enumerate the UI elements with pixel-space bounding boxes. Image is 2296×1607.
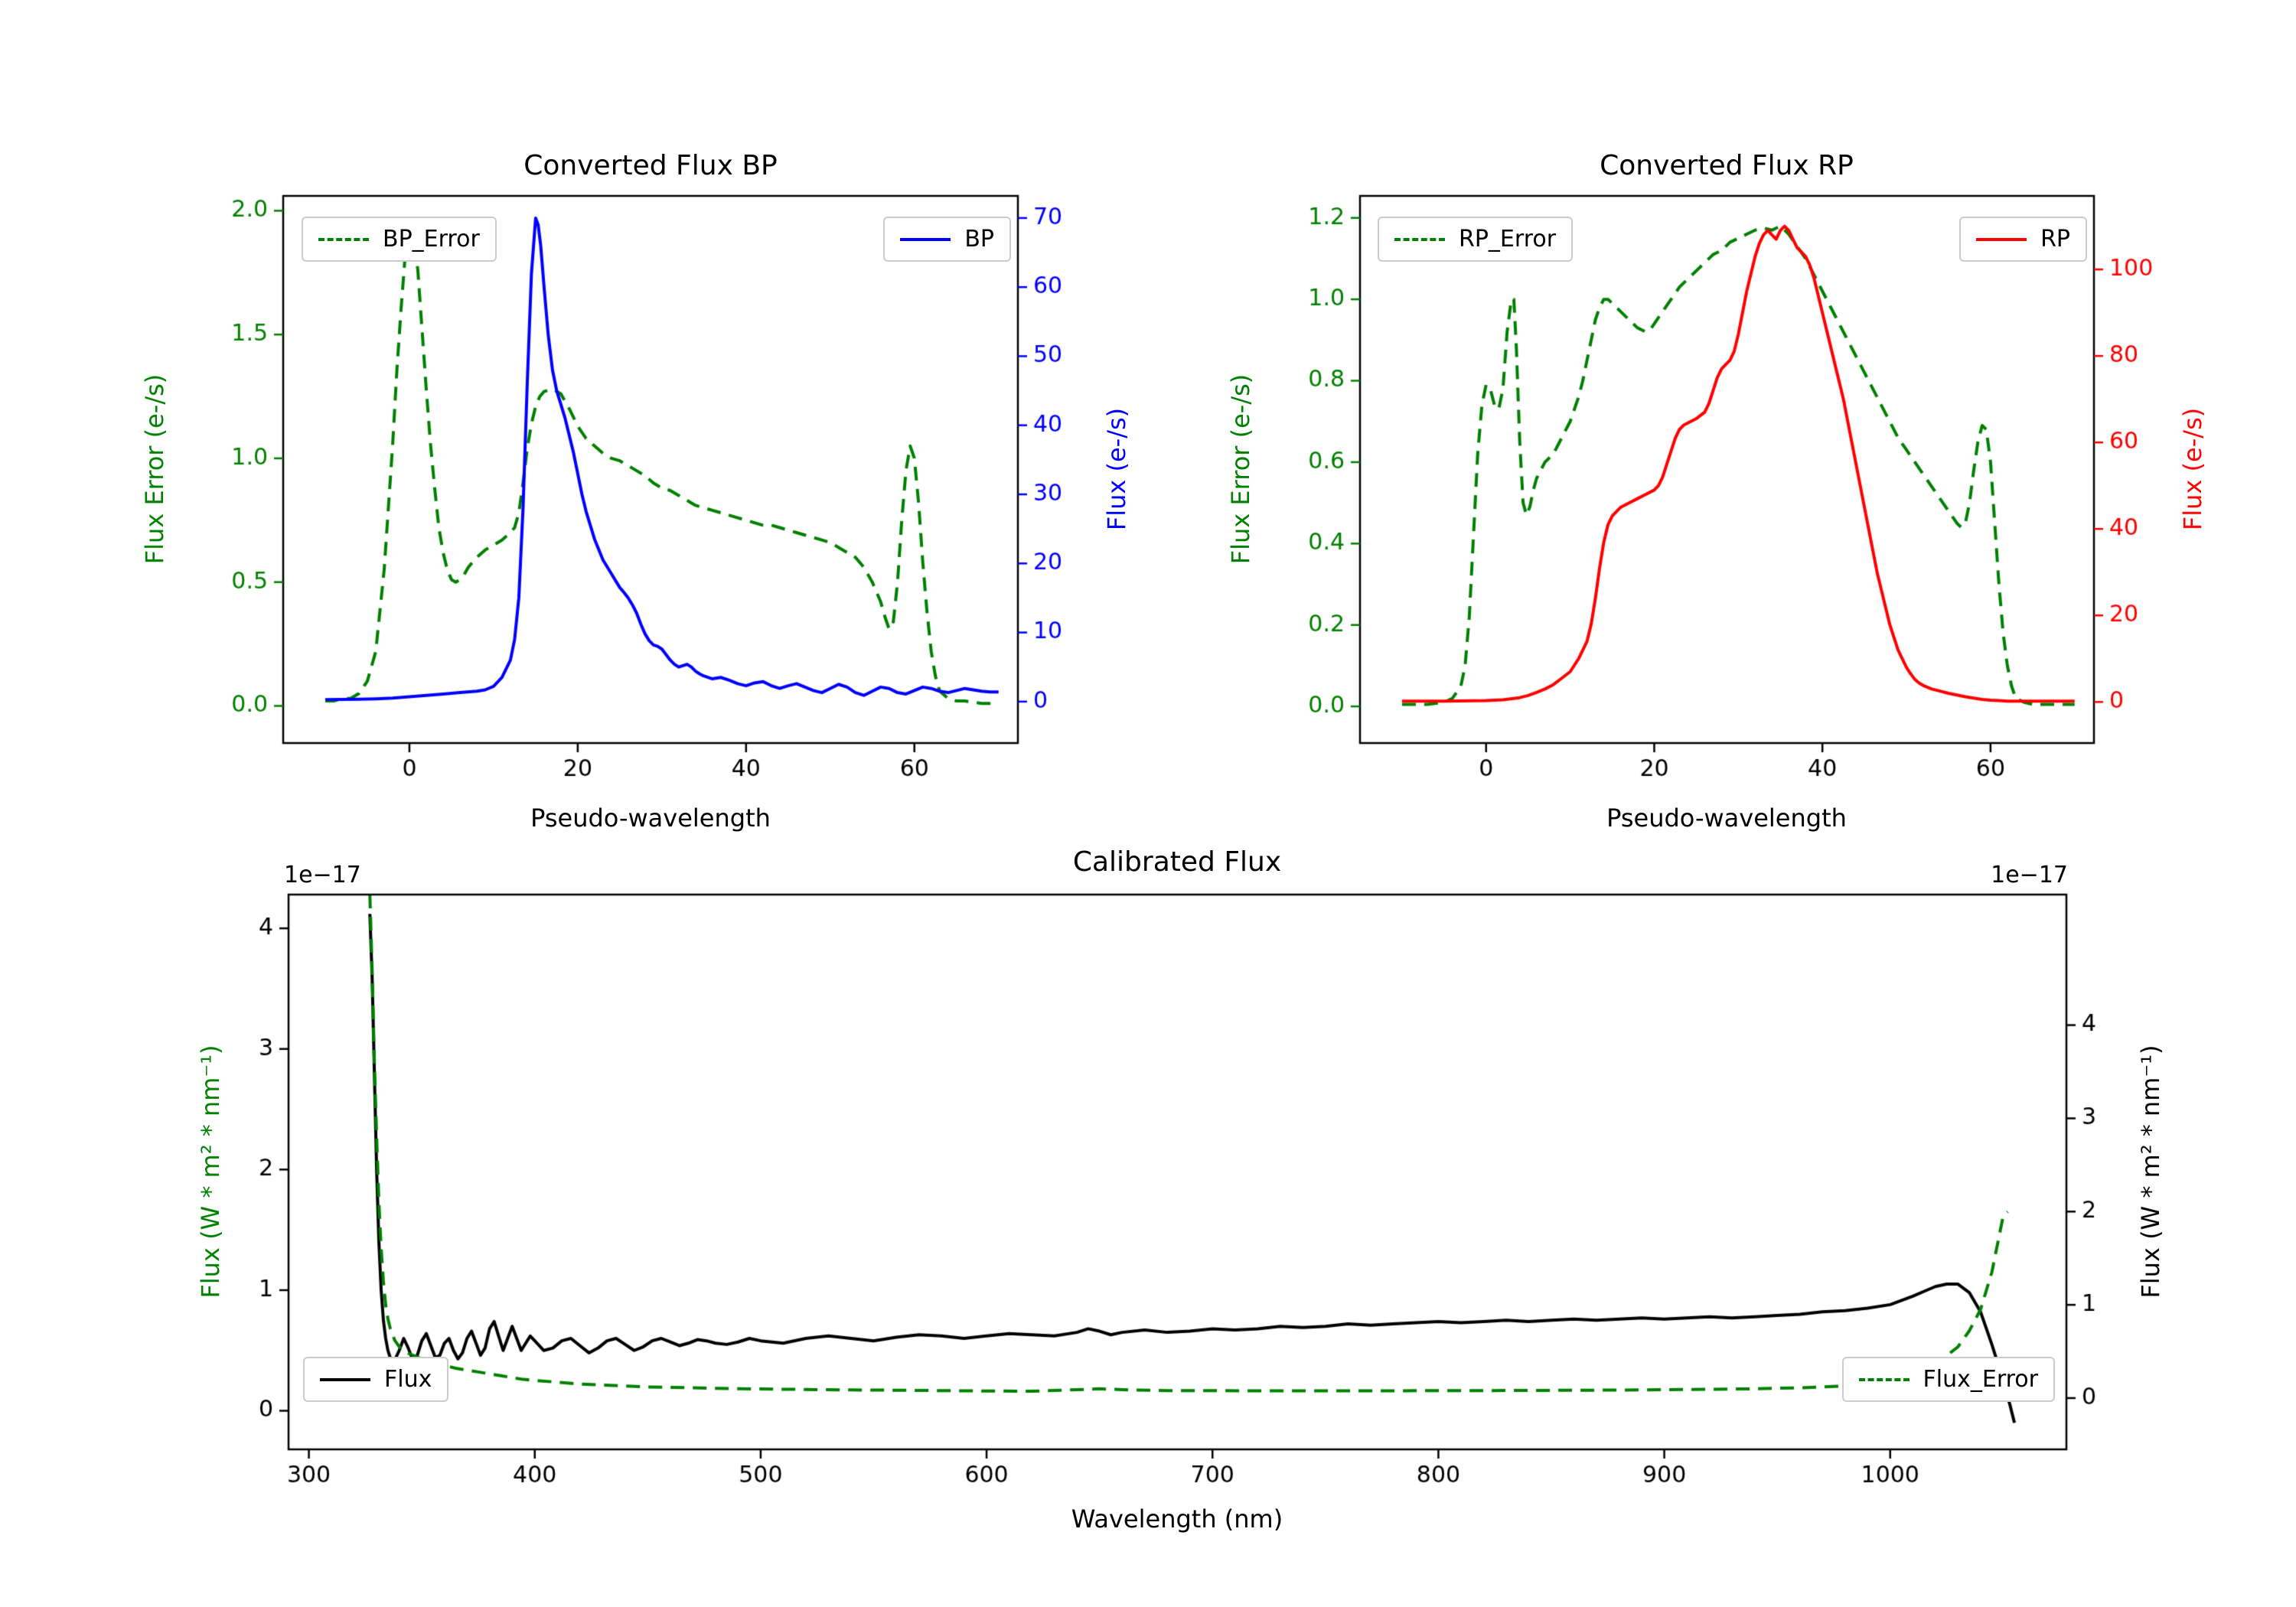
bp-legend: BP: [883, 217, 1011, 262]
rp-ylabel-left: Flux Error (e-/s): [1226, 373, 1255, 565]
rp-error-legend: RP_Error: [1378, 217, 1574, 262]
flux-ylabel-left: Flux (W * m² * nm⁻¹): [196, 1045, 225, 1299]
flux-legend-line-icon: [320, 1377, 370, 1381]
flux-error-legend-label: Flux_Error: [1923, 1366, 2038, 1393]
flux-ylabel-right: Flux (W * m² * nm⁻¹): [2136, 1045, 2165, 1299]
flux-title: Calibrated Flux: [1072, 846, 1282, 878]
rp-legend: RP: [1959, 217, 2087, 262]
rp-error-legend-label: RP_Error: [1459, 226, 1557, 253]
bp-error-legend: BP_Error: [302, 217, 497, 262]
bp-legend-label: BP: [964, 226, 994, 253]
flux-xlabel: Wavelength (nm): [1071, 1504, 1283, 1534]
bp-error-legend-line-icon: [318, 237, 369, 241]
flux-error-legend: Flux_Error: [1841, 1357, 2055, 1402]
flux-offset-left: 1e−17: [284, 862, 361, 888]
bp-title: Converted Flux BP: [523, 150, 778, 181]
bp-xlabel: Pseudo-wavelength: [530, 804, 771, 833]
rp-xlabel: Pseudo-wavelength: [1606, 804, 1847, 833]
bp-ylabel-left: Flux Error (e-/s): [140, 373, 169, 565]
bp-ylabel-right: Flux (e-/s): [1102, 407, 1131, 531]
bp-error-legend-label: BP_Error: [383, 226, 480, 253]
rp-title: Converted Flux RP: [1600, 150, 1854, 181]
flux-offset-right: 1e−17: [1991, 862, 2068, 888]
rp-legend-label: RP: [2040, 226, 2070, 253]
rp-legend-line-icon: [1976, 237, 2027, 241]
rp-ylabel-right: Flux (e-/s): [2178, 407, 2207, 531]
bp-legend-line-icon: [900, 237, 951, 241]
flux-error-legend-line-icon: [1858, 1377, 1910, 1381]
flux-legend: Flux: [303, 1357, 449, 1402]
flux-legend-label: Flux: [384, 1366, 432, 1393]
rp-error-legend-line-icon: [1394, 237, 1445, 241]
